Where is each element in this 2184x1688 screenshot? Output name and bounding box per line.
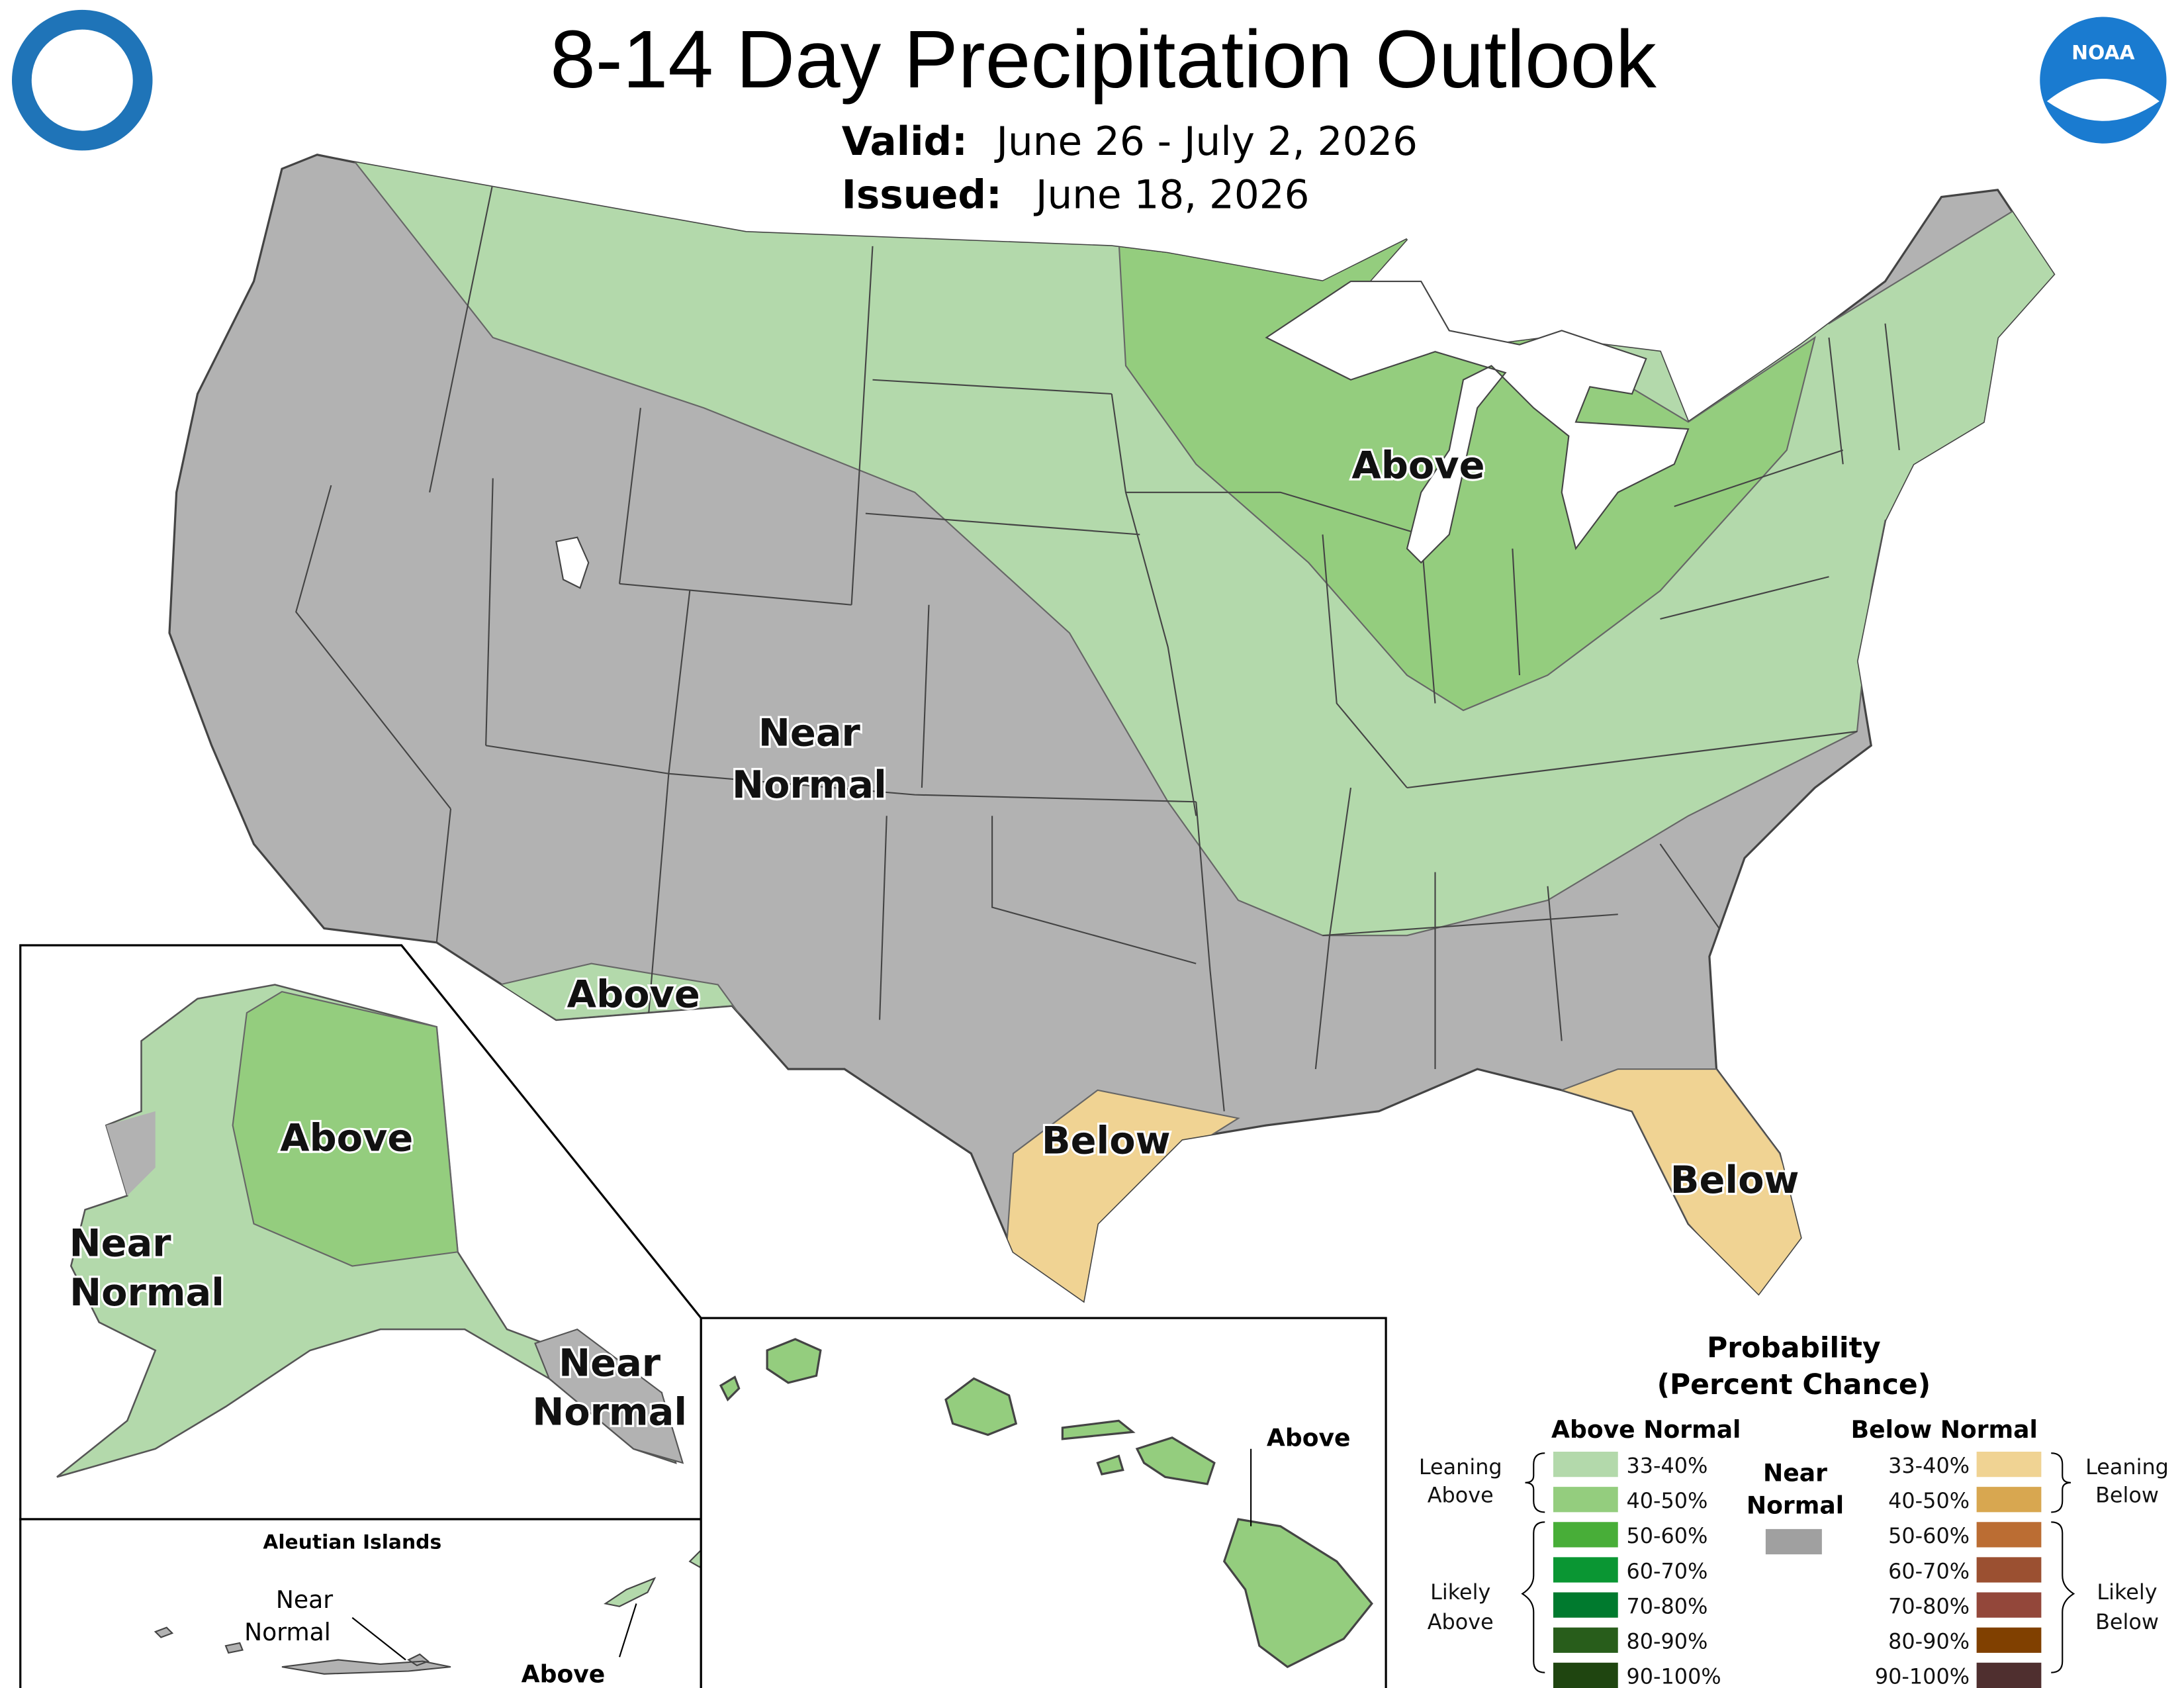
bracket-label: Likely (2097, 1579, 2157, 1605)
map-label: Near (758, 710, 861, 755)
legend-swatch (1976, 1592, 2042, 1618)
aleutian-frame (19, 1518, 702, 1688)
map-label: Below (1670, 1158, 1799, 1202)
legend-label: 90-100% (1875, 1664, 1970, 1688)
legend-swatch (1553, 1522, 1618, 1548)
legend-title: Probability (1707, 1333, 1881, 1365)
noaa-logo-text: NOAA (2071, 41, 2134, 64)
issued-label: Issued: (842, 173, 1002, 218)
legend-heading: Normal (1747, 1491, 1844, 1520)
map-label: Above (1267, 1424, 1351, 1452)
pointer (351, 1617, 406, 1661)
legend-swatch (1553, 1452, 1618, 1477)
bracket-label: Above (1428, 1483, 1494, 1508)
alaska-near-normal-area (106, 1111, 156, 1196)
map-label: Below (1042, 1119, 1171, 1163)
title: 8-14 Day Precipitation Outlook (550, 14, 1657, 105)
legend-label: 60-70% (1888, 1558, 1970, 1583)
legend: Probability (Percent Chance) Above Norma… (1419, 1333, 2169, 1688)
bracket-label: Likely (1430, 1579, 1490, 1605)
noaa-logo-gull (2046, 79, 2160, 121)
legend-swatch (1553, 1557, 1618, 1583)
legend-swatch (1553, 1592, 1618, 1618)
legend-label: 80-90% (1627, 1629, 1708, 1654)
aleutian-islands (154, 1626, 451, 1675)
great-salt-lake (555, 536, 590, 589)
legend-label: 70-80% (1627, 1593, 1708, 1618)
legend-label: 90-100% (1627, 1664, 1721, 1688)
great-lakes (1265, 280, 1690, 564)
alaska-inset: Above Near Normal Near Normal (19, 944, 702, 1521)
bracket-label: Below (2095, 1609, 2159, 1634)
map-label: Normal (732, 763, 887, 807)
aleutian-inset: Aleutian Islands Near Normal Above (19, 1518, 709, 1688)
map-label: Near (276, 1585, 333, 1614)
legend-label: 60-70% (1627, 1558, 1708, 1583)
legend-swatch (1553, 1627, 1618, 1653)
valid-label: Valid: (842, 119, 968, 165)
legend-heading: Near (1763, 1459, 1827, 1487)
legend-title: (Percent Chance) (1657, 1369, 1931, 1401)
aleutian-title: Aleutian Islands (263, 1531, 441, 1554)
legend-label: 40-50% (1627, 1488, 1708, 1513)
bracket-label: Leaning (2085, 1454, 2169, 1479)
legend-swatch (1976, 1452, 2042, 1477)
hawaii-inset: Above (700, 1317, 1387, 1688)
map-label: Normal (244, 1618, 331, 1646)
legend-label: 80-90% (1888, 1629, 1970, 1654)
map-label: Near (69, 1221, 172, 1266)
legend-brackets (1521, 1452, 2075, 1673)
map-label: Normal (532, 1390, 687, 1434)
issued-date: June 18, 2026 (1033, 173, 1309, 218)
legend-label: 33-40% (1627, 1453, 1708, 1478)
bracket-label: Above (1428, 1609, 1494, 1634)
legend-heading: Above Normal (1551, 1415, 1741, 1444)
bracket-label: Leaning (1419, 1454, 1502, 1479)
bracket-label: Below (2095, 1483, 2159, 1508)
legend-swatch (1976, 1627, 2042, 1653)
legend-swatch (1976, 1557, 2042, 1583)
map-label: Above (522, 1660, 606, 1688)
valid-dates: June 26 - July 2, 2026 (994, 119, 1418, 165)
legend-swatch (1553, 1487, 1618, 1513)
legend-swatch (1976, 1662, 2042, 1688)
alaska-panhandle-near (534, 1328, 684, 1464)
legend-label: 50-60% (1888, 1523, 1970, 1548)
alaska-above-area (232, 990, 459, 1267)
state-borders (295, 183, 1900, 1111)
legend-swatch (1765, 1528, 1822, 1555)
legend-swatch (1976, 1487, 2042, 1513)
map-label: Normal (69, 1270, 224, 1315)
legend-swatch (1976, 1522, 2042, 1548)
legend-label: 70-80% (1888, 1593, 1970, 1618)
map-label: Above (567, 972, 700, 1017)
legend-label: 50-60% (1627, 1523, 1708, 1548)
legend-label: 40-50% (1888, 1488, 1970, 1513)
map-label: Near (559, 1340, 661, 1385)
legend-swatch (1553, 1662, 1618, 1688)
pointer (618, 1603, 637, 1658)
map-label: Above (280, 1115, 413, 1160)
legend-label: 33-40% (1888, 1453, 1970, 1478)
map-label: Above (1351, 444, 1484, 488)
conus-map (168, 154, 2056, 1303)
hawaii-islands (719, 1338, 1373, 1668)
commerce-seal-inner (31, 29, 133, 131)
legend-heading: Below Normal (1851, 1415, 2038, 1444)
